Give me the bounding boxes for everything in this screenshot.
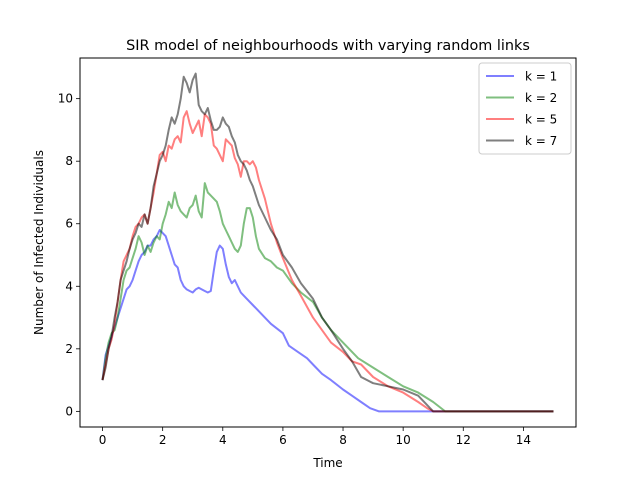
- legend-label-4: k = 7: [525, 134, 557, 148]
- legend: k = 1 k = 2 k = 5 k = 7: [478, 62, 572, 155]
- y-axis-label: Number of Infected Individuals: [32, 150, 46, 335]
- series-line-1: [101, 229, 554, 413]
- axis-ticks: 0 2 4 6 8 10 12 14 0 2 4 6 8 10: [58, 92, 531, 447]
- x-tick-label: 2: [159, 433, 167, 447]
- y-tick-label: 10: [58, 92, 73, 106]
- plot-area: [101, 72, 554, 413]
- y-tick-label: 8: [65, 154, 73, 168]
- y-tick-label: 2: [65, 342, 73, 356]
- series-line-3: [101, 110, 554, 413]
- legend-box: [478, 62, 572, 155]
- legend-label-3: k = 5: [525, 113, 557, 127]
- x-tick-label: 6: [279, 433, 287, 447]
- x-tick-label: 0: [99, 433, 107, 447]
- chart-title: SIR model of neighbourhoods with varying…: [126, 38, 530, 54]
- axes-frame: [79, 57, 577, 428]
- y-tick-label: 0: [65, 404, 73, 418]
- x-tick-label: 4: [219, 433, 227, 447]
- legend-label-1: k = 1: [525, 70, 557, 84]
- y-tick-label: 4: [65, 279, 73, 293]
- x-tick-label: 12: [456, 433, 471, 447]
- x-tick-label: 8: [339, 433, 347, 447]
- x-tick-label: 10: [396, 433, 411, 447]
- x-tick-label: 14: [516, 433, 531, 447]
- series-line-4: [101, 72, 554, 413]
- y-tick-label: 6: [65, 217, 73, 231]
- legend-label-2: k = 2: [525, 91, 557, 105]
- x-axis-label: Time: [312, 456, 342, 470]
